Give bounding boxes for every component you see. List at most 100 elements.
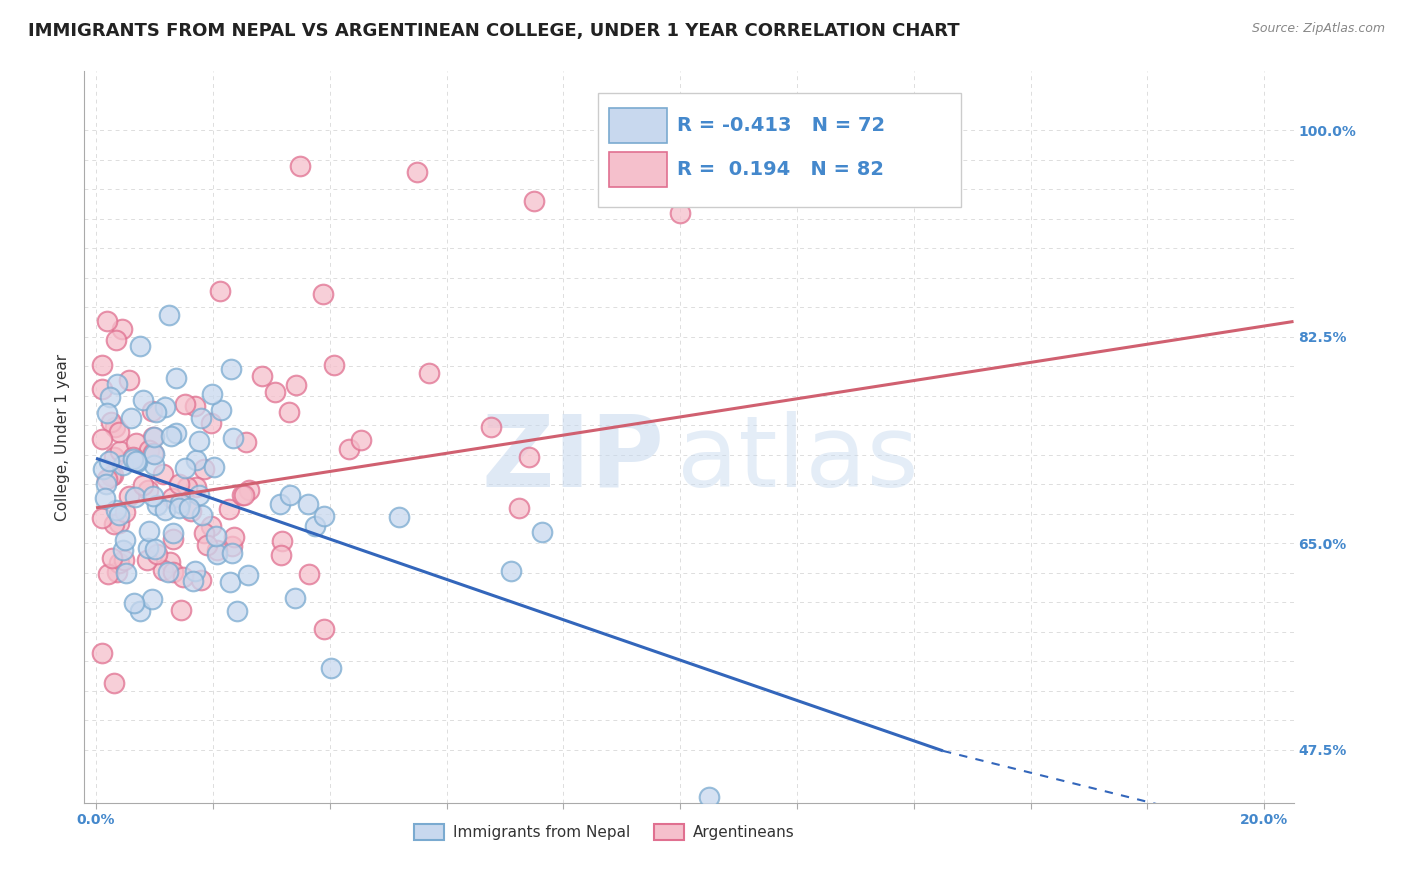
Point xyxy=(191,508,214,523)
Point xyxy=(91,461,114,475)
Point xyxy=(157,308,180,322)
Point xyxy=(100,469,122,483)
Legend: Immigrants from Nepal, Argentineans: Immigrants from Nepal, Argentineans xyxy=(408,818,801,847)
Point xyxy=(190,573,212,587)
Text: IMMIGRANTS FROM NEPAL VS ARGENTINEAN COLLEGE, UNDER 1 YEAR CORRELATION CHART: IMMIGRANTS FROM NEPAL VS ARGENTINEAN COL… xyxy=(28,22,960,40)
Text: ZIP: ZIP xyxy=(482,410,665,508)
Point xyxy=(122,450,145,465)
Point xyxy=(112,553,135,567)
Point xyxy=(107,508,129,523)
Point xyxy=(278,405,301,419)
Point xyxy=(118,490,141,504)
Point xyxy=(231,488,253,502)
Point xyxy=(136,483,159,497)
Point xyxy=(156,565,179,579)
Point xyxy=(184,453,207,467)
Point xyxy=(406,164,429,178)
Point xyxy=(141,404,163,418)
Point xyxy=(165,426,187,441)
Point xyxy=(176,480,198,494)
Point xyxy=(222,530,245,544)
Point xyxy=(221,539,243,553)
Point xyxy=(143,542,166,557)
Point xyxy=(284,591,307,605)
Point xyxy=(201,387,224,401)
Text: R = -0.413   N = 72: R = -0.413 N = 72 xyxy=(676,116,884,135)
Point xyxy=(97,567,120,582)
Point xyxy=(94,491,117,505)
Point xyxy=(101,467,124,482)
Point xyxy=(786,182,808,196)
Point xyxy=(103,516,125,531)
Point xyxy=(138,541,160,555)
Point xyxy=(155,503,177,517)
Point xyxy=(108,556,131,570)
Point xyxy=(339,442,361,457)
Point xyxy=(142,430,165,444)
Point xyxy=(114,506,136,520)
Point xyxy=(284,378,307,392)
Point xyxy=(174,461,197,475)
Point xyxy=(162,565,184,579)
Point xyxy=(103,450,125,464)
Point xyxy=(184,564,207,578)
Point xyxy=(202,459,225,474)
Point xyxy=(180,504,202,518)
Point xyxy=(669,206,692,220)
Point xyxy=(312,287,335,301)
Point xyxy=(105,377,128,392)
Point xyxy=(142,445,165,459)
Point xyxy=(145,405,167,419)
Point xyxy=(418,367,440,381)
Text: R =  0.194   N = 82: R = 0.194 N = 82 xyxy=(676,160,884,179)
Point xyxy=(142,489,165,503)
Point xyxy=(269,497,291,511)
Point xyxy=(350,433,373,447)
Point xyxy=(112,543,135,558)
Point xyxy=(699,789,721,804)
Point xyxy=(174,397,197,411)
Point xyxy=(187,488,209,502)
Point xyxy=(121,452,143,467)
Point xyxy=(312,508,335,523)
Point xyxy=(160,491,183,505)
Point xyxy=(264,384,287,399)
Point xyxy=(141,591,163,606)
Point xyxy=(138,524,160,538)
Point xyxy=(138,442,160,457)
Point xyxy=(167,501,190,516)
Y-axis label: College, Under 1 year: College, Under 1 year xyxy=(55,353,70,521)
Point xyxy=(314,622,336,636)
Point xyxy=(321,661,343,675)
Point xyxy=(195,538,218,552)
Point xyxy=(222,431,245,445)
Point xyxy=(530,524,553,539)
Point xyxy=(104,420,127,434)
Point xyxy=(170,603,193,617)
Point xyxy=(129,339,152,353)
Point xyxy=(162,525,184,540)
Point xyxy=(90,432,112,446)
Point xyxy=(110,444,132,458)
Point xyxy=(177,500,200,515)
Point xyxy=(114,533,136,547)
Point xyxy=(193,461,215,475)
Point xyxy=(108,425,131,440)
Point xyxy=(90,647,112,661)
Point xyxy=(209,402,232,417)
Point xyxy=(96,406,118,420)
Point xyxy=(208,285,231,299)
Point xyxy=(193,525,215,540)
Point xyxy=(388,509,411,524)
Point xyxy=(297,566,319,581)
Point xyxy=(270,533,292,548)
Point xyxy=(221,546,243,560)
Point xyxy=(103,676,125,690)
Point xyxy=(96,472,118,486)
Point xyxy=(121,411,143,425)
Point xyxy=(97,453,120,467)
Point xyxy=(236,568,259,582)
Point xyxy=(479,419,502,434)
Point xyxy=(108,516,131,531)
Point xyxy=(96,476,118,491)
